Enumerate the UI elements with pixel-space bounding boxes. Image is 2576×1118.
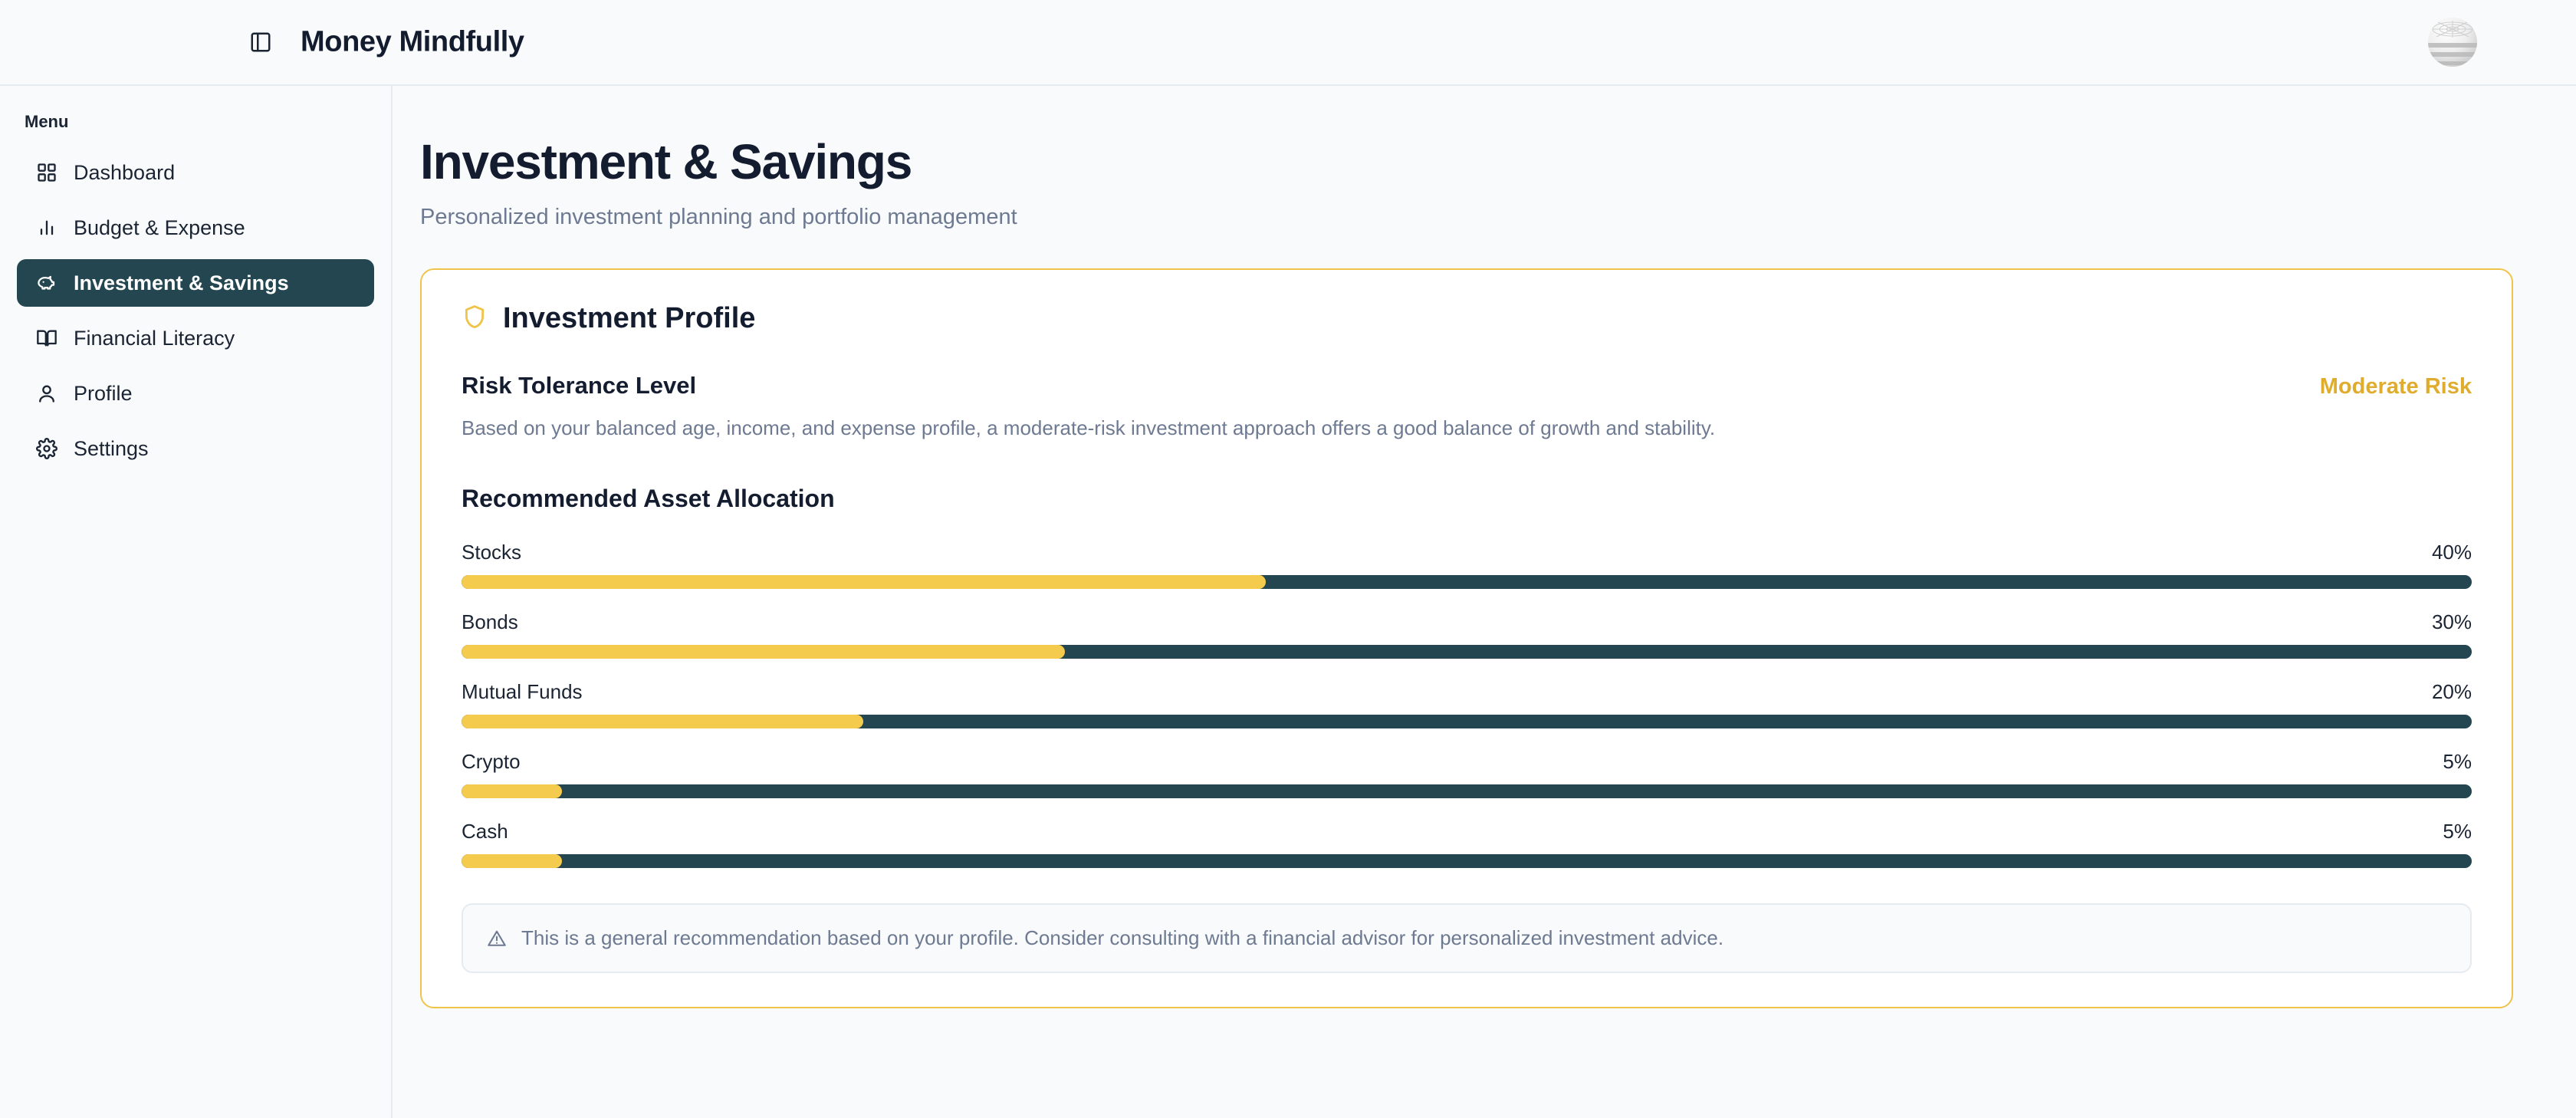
book-open-icon [34,325,60,351]
allocation-percent-value: 5% [2443,820,2472,843]
allocation-bar-fill [462,784,563,799]
warning-triangle-icon [486,928,508,949]
allocation-section-title: Recommended Asset Allocation [462,485,835,513]
risk-level-badge: Moderate Risk [2319,374,2472,400]
allocation-bar-fill [462,575,1266,590]
sidebar-item-profile[interactable]: Profile [17,370,374,417]
sidebar-item-label: Profile [74,381,133,405]
page-title: Investment & Savings [420,134,912,189]
menu-section-label: Menu [25,112,69,131]
allocation-row: Crypto 5% [462,750,2472,799]
allocation-asset-name: Crypto [462,750,521,774]
user-icon [34,380,60,406]
allocation-bar-track [462,854,2472,869]
sidebar-item-label: Dashboard [74,160,176,184]
allocation-percent-value: 40% [2431,541,2472,564]
disclaimer-box: This is a general recommendation based o… [462,903,2472,974]
grid-icon [34,159,60,186]
allocation-bar-track [462,645,2472,659]
allocation-row: Stocks 40% [462,541,2472,590]
allocation-bar-fill [462,645,1065,659]
sidebar: Menu Dashboard Budget & Expense Investme… [0,86,393,1118]
allocation-asset-name: Bonds [462,610,518,634]
allocation-asset-name: Mutual Funds [462,680,583,704]
sidebar-item-label: Financial Literacy [74,326,235,350]
investment-profile-card: Investment Profile Risk Tolerance Level … [420,268,2513,1009]
allocation-row-header: Stocks 40% [462,541,2472,564]
allocation-percent-value: 20% [2431,680,2472,704]
card-title: Investment Profile [503,302,756,335]
risk-description: Based on your balanced age, income, and … [462,416,1716,440]
sidebar-item-investment-savings[interactable]: Investment & Savings [17,259,374,307]
allocation-bar-track [462,715,2472,729]
allocation-bar-track [462,575,2472,590]
shield-icon [462,304,488,334]
sidebar-item-budget-expense[interactable]: Budget & Expense [17,204,374,252]
gear-icon [34,436,60,462]
allocation-row-header: Mutual Funds 20% [462,680,2472,704]
sidebar-item-dashboard[interactable]: Dashboard [17,149,374,196]
app-title: Money Mindfully [301,25,524,58]
risk-tolerance-row: Risk Tolerance Level Moderate Risk [462,372,2472,400]
allocation-bar-track [462,784,2472,799]
allocation-percent-value: 5% [2443,750,2472,774]
piggy-bank-icon [34,270,60,296]
allocation-percent-value: 30% [2431,610,2472,634]
disclaimer-text: This is a general recommendation based o… [521,926,1724,950]
sidebar-item-label: Settings [74,436,149,460]
allocation-row-header: Bonds 30% [462,610,2472,634]
allocation-bar-fill [462,715,864,729]
allocation-row-header: Crypto 5% [462,750,2472,774]
sidebar-item-label: Budget & Expense [74,215,245,239]
allocation-asset-name: Cash [462,820,508,843]
allocation-row: Bonds 30% [462,610,2472,659]
user-avatar[interactable] [2427,17,2478,67]
allocation-row-header: Cash 5% [462,820,2472,843]
card-header: Investment Profile [462,302,2472,335]
sidebar-item-label: Investment & Savings [74,271,289,294]
allocation-asset-name: Stocks [462,541,522,564]
risk-tolerance-label: Risk Tolerance Level [462,372,697,400]
bar-chart-icon [34,215,60,241]
allocation-row: Mutual Funds 20% [462,680,2472,729]
main-content: Investment & Savings Personalized invest… [393,86,2576,1118]
asset-allocation-list: Stocks 40% Bonds 30% Mutual Funds 20% Crypto 5%… [462,541,2472,869]
sidebar-toggle-icon[interactable] [245,27,276,58]
sidebar-item-financial-literacy[interactable]: Financial Literacy [17,314,374,362]
sidebar-item-settings[interactable]: Settings [17,425,374,472]
top-header-bar: Money Mindfully [0,0,2576,86]
allocation-row: Cash 5% [462,820,2472,869]
allocation-bar-fill [462,854,563,869]
page-subtitle: Personalized investment planning and por… [420,205,1017,230]
